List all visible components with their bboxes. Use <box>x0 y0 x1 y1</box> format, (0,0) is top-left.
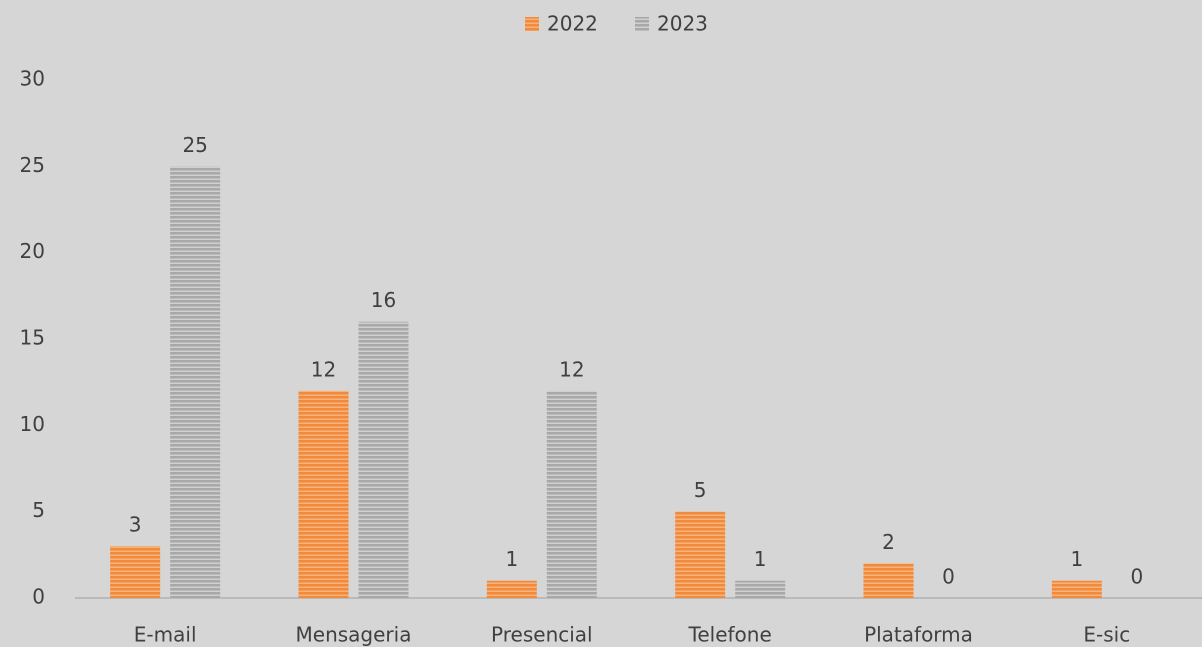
y-tick-label: 25 <box>20 153 45 177</box>
bar <box>110 546 161 598</box>
legend-label: 2022 <box>547 12 598 36</box>
bar <box>735 580 786 598</box>
value-label: 0 <box>942 565 955 589</box>
bar <box>1051 580 1102 598</box>
bar <box>546 390 597 598</box>
x-tick-label: Presencial <box>491 623 593 647</box>
value-label: 12 <box>559 357 584 381</box>
bar <box>298 390 349 598</box>
value-label: 1 <box>505 547 518 571</box>
x-tick-label: E-mail <box>134 623 197 647</box>
bar <box>170 166 221 599</box>
bar <box>486 580 537 598</box>
y-tick-label: 0 <box>32 585 45 609</box>
bar <box>675 511 726 598</box>
value-label: 1 <box>754 547 767 571</box>
bar <box>358 321 409 598</box>
value-label: 3 <box>129 513 142 537</box>
x-tick-label: Mensageria <box>296 623 412 647</box>
legend-swatch <box>525 17 539 31</box>
bar <box>863 563 914 598</box>
x-tick-label: E-sic <box>1083 623 1130 647</box>
y-tick-label: 20 <box>20 239 45 263</box>
value-label: 12 <box>311 357 336 381</box>
value-label: 5 <box>694 478 707 502</box>
legend-swatch <box>635 17 649 31</box>
x-tick-label: Telefone <box>688 623 772 647</box>
x-tick-label: Plataforma <box>864 623 973 647</box>
y-tick-label: 30 <box>20 67 45 91</box>
value-label: 16 <box>371 288 396 312</box>
value-label: 25 <box>182 133 207 157</box>
value-label: 0 <box>1130 565 1143 589</box>
legend-label: 2023 <box>657 12 708 36</box>
y-tick-label: 10 <box>20 412 45 436</box>
y-tick-label: 5 <box>32 498 45 522</box>
y-tick-label: 15 <box>20 326 45 350</box>
value-label: 1 <box>1070 547 1083 571</box>
value-label: 2 <box>882 530 895 554</box>
